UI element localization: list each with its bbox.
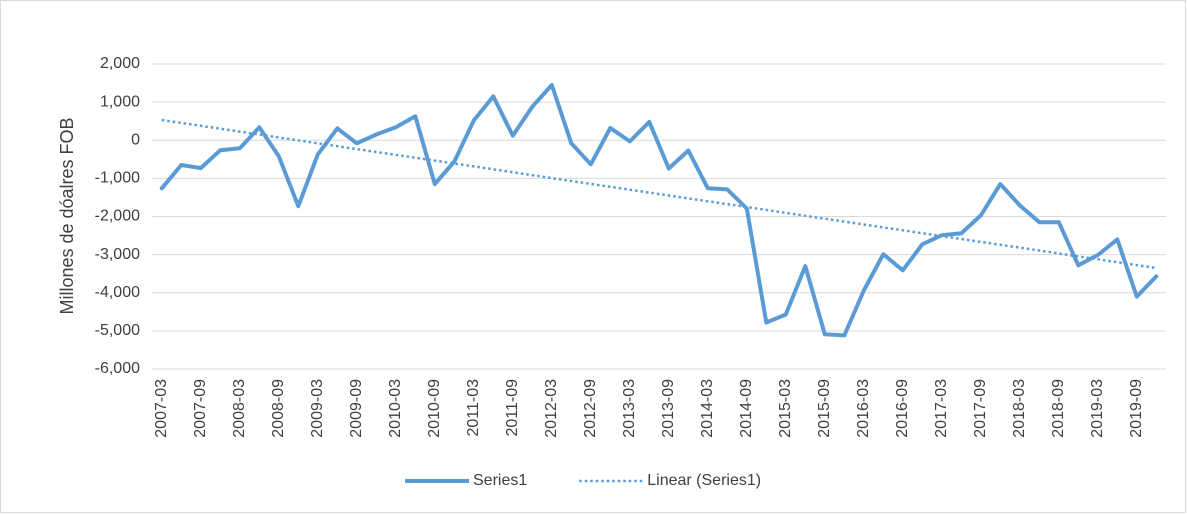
y-tick-label: 1,000: [100, 93, 140, 110]
x-tick-label: 2009-03: [309, 379, 326, 438]
x-tick-label: 2009-09: [348, 379, 365, 438]
x-tick-label: 2008-09: [270, 379, 287, 438]
y-tick-label: -5,000: [95, 322, 140, 339]
y-tick-label: -4,000: [95, 284, 140, 301]
y-tick-label: 0: [131, 131, 140, 148]
x-tick-label: 2010-03: [387, 379, 404, 438]
y-tick-label: -3,000: [95, 246, 140, 263]
x-tick-label: 2016-03: [855, 379, 872, 438]
legend-label: Linear (Series1): [647, 472, 761, 489]
x-tick-label: 2012-03: [543, 379, 560, 438]
y-tick-label: -2,000: [95, 208, 140, 225]
x-tick-label: 2014-03: [699, 379, 716, 438]
x-tick-label: 2010-09: [426, 379, 443, 438]
x-tick-label: 2019-09: [1128, 379, 1145, 438]
x-tick-label: 2011-09: [504, 379, 521, 437]
x-tick-label: 2016-09: [894, 379, 911, 438]
x-tick-label: 2007-09: [192, 379, 209, 438]
y-tick-label: 2,000: [100, 55, 140, 72]
x-tick-label: 2015-03: [777, 379, 794, 438]
x-tick-label: 2018-03: [1011, 379, 1028, 438]
x-tick-label: 2014-09: [738, 379, 755, 438]
x-tick-label: 2013-03: [621, 379, 638, 438]
x-tick-label: 2018-09: [1050, 379, 1067, 438]
x-tick-label: 2017-03: [933, 379, 950, 438]
x-tick-label: 2013-09: [660, 379, 677, 438]
x-tick-label: 2011-03: [465, 379, 482, 437]
y-tick-label: -6,000: [95, 360, 140, 377]
y-tick-label: -1,000: [95, 170, 140, 187]
x-tick-label: 2012-09: [582, 379, 599, 438]
series-line: [159, 83, 1159, 338]
x-tick-label: 2015-09: [816, 379, 833, 438]
x-tick-label: 2019-03: [1089, 379, 1106, 438]
y-axis-label: Millones de dóalres FOB: [57, 117, 77, 314]
x-tick-label: 2008-03: [231, 379, 248, 438]
x-tick-label: 2017-09: [972, 379, 989, 438]
x-tick-label: 2007-03: [153, 379, 170, 438]
trend-line: [161, 118, 1157, 270]
legend-label: Series1: [473, 472, 527, 489]
